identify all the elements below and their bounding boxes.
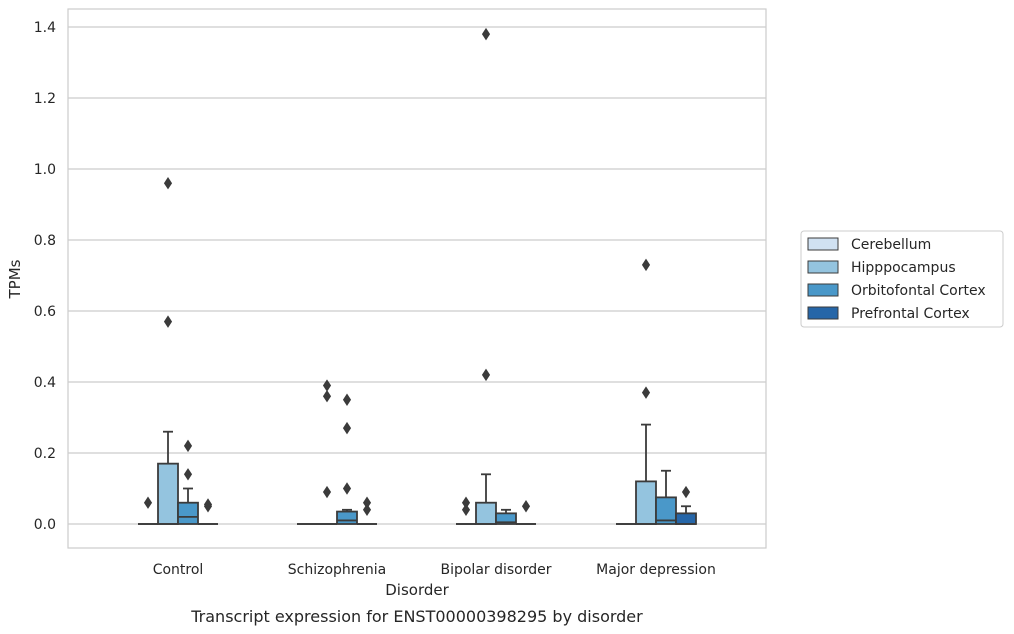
legend: Cerebellum Hipppocampus Orbitofontal Corte… [800,230,1004,328]
outlier-point [163,315,173,328]
box [516,500,536,525]
legend-swatch [807,260,839,274]
legend-swatch [807,237,839,251]
box [456,496,476,525]
chart-title: Transcript expression for ENST0000039829… [190,607,643,626]
y-tick-label: 0.4 [34,375,56,391]
outlier-point [461,496,471,509]
outlier-point [481,27,491,41]
outlier-point [521,500,531,513]
box-body [177,501,199,525]
box-body [495,512,517,525]
outlier-point [163,176,173,190]
y-tick-label: 1.0 [34,162,56,178]
outlier-point [641,258,651,272]
legend-label: Prefrontal Cortex [851,306,970,322]
outlier-point [342,421,352,435]
outlier-point [342,393,352,406]
outlier-point [322,379,332,392]
box-body [675,512,697,525]
outlier-point [362,503,372,517]
outlier-point [481,368,491,382]
box [317,379,337,525]
outlier-point [183,439,193,453]
series-prefrontal-cortex [198,485,697,525]
box [357,496,377,525]
y-tick-label: 1.4 [34,20,56,36]
plot-frame [67,8,767,549]
y-tick-label: 0.0 [34,517,56,533]
box-body [475,501,497,525]
y-tick-label: 0.6 [34,304,56,320]
box [635,258,657,525]
box [675,485,697,525]
x-tick-label: Control [153,562,204,578]
box-body [336,510,358,525]
box-body [157,462,179,525]
outlier-point [143,496,153,509]
box [495,508,517,525]
outlier-point [203,498,213,511]
series-orbitofontal-cortex [177,393,677,525]
outlier-point [183,468,193,481]
legend-label: Cerebellum [851,237,931,253]
legend-label: Hipppocampus [851,260,956,276]
outlier-point [322,389,332,403]
box-body [655,496,677,525]
series-cerebellum [138,496,636,525]
x-tick-label: Schizophrenia [288,562,386,578]
x-tick-label: Major depression [596,562,716,578]
series-hipppocampus [157,27,657,525]
x-tick-label: Bipolar disorder [440,562,551,578]
y-tick-label: 0.8 [34,233,56,249]
box [138,496,158,525]
box [198,498,218,525]
box [336,393,358,525]
outlier-point [362,496,372,509]
box [177,439,199,525]
box [157,176,179,525]
outlier-point [461,503,471,517]
y-tick-label: 1.2 [34,91,56,107]
y-axis-ticks: 0.0 0.2 0.4 0.6 0.8 1.0 1.2 1.4 [34,20,56,533]
y-tick-label: 0.2 [34,446,56,462]
outlier-point [681,485,691,499]
box-body [635,480,657,525]
grid-lines [68,26,766,525]
legend-label: Orbitofontal Cortex [851,283,986,299]
legend-swatch [807,306,839,320]
outlier-point [342,482,352,495]
y-axis-label: TPMs [6,259,24,299]
x-axis-ticks: Control Schizophrenia Bipolar disorder Majo… [153,562,716,578]
box-plots [138,27,697,525]
box [475,27,497,525]
outlier-point [322,485,332,499]
box [655,469,677,525]
x-axis-label: Disorder [385,581,449,599]
outlier-point [641,386,651,399]
legend-frame [800,230,1004,328]
legend-swatch [807,283,839,297]
